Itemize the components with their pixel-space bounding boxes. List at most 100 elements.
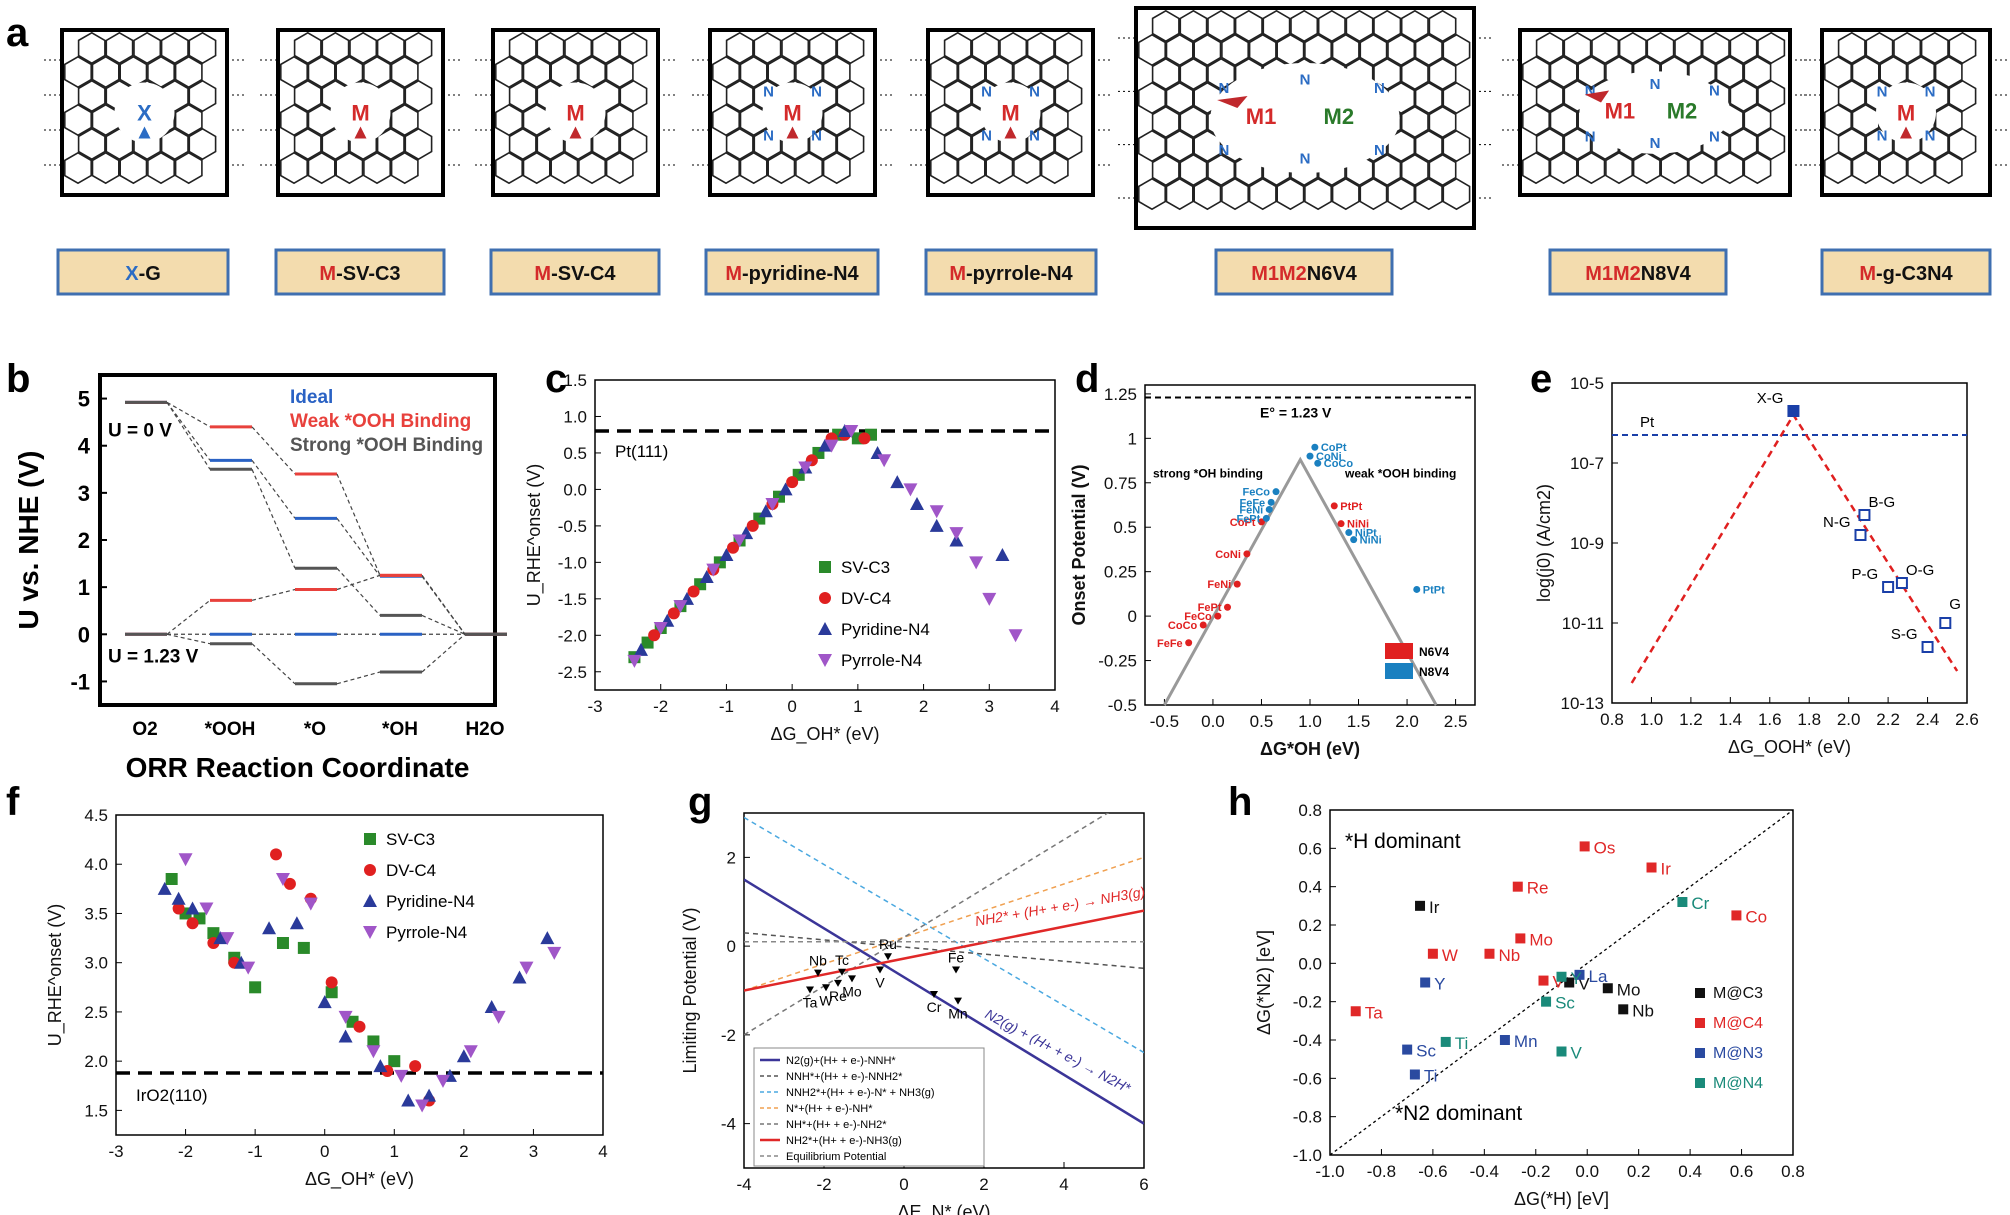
- x-tick-label: 0.5: [1250, 712, 1274, 731]
- data-point: [220, 932, 235, 946]
- metal-site-label: M: [1001, 101, 1019, 126]
- hex-ring: [1400, 153, 1429, 187]
- y-tick-label: 2.5: [84, 1003, 108, 1022]
- annotation: *H dominant: [1345, 830, 1461, 853]
- hex-ring: [1331, 177, 1360, 211]
- nitrogen-label: N: [1585, 129, 1596, 146]
- legend-entry: Ideal: [290, 387, 333, 408]
- data-point: [1199, 621, 1207, 629]
- x-tick-label: 0.8: [1781, 1162, 1805, 1181]
- point-label: Sc: [1416, 1042, 1436, 1061]
- data-point: [1427, 948, 1438, 959]
- hex-ring: [1151, 105, 1180, 139]
- point-label: Mo: [842, 983, 862, 999]
- volcano-line: [1163, 456, 1438, 706]
- data-point: [388, 1055, 401, 1068]
- hex-ring: [1165, 177, 1194, 211]
- hex-ring: [1040, 103, 1069, 137]
- data-point: [353, 1020, 366, 1033]
- label-rest: -pyridine-N4: [742, 263, 860, 285]
- x-axis-label: ΔG*OH (eV): [1260, 739, 1360, 759]
- y-axis-label: U vs. NHE (V): [13, 451, 44, 630]
- hex-ring: [1920, 31, 1949, 65]
- x-tick-label: -0.5: [1150, 712, 1179, 731]
- data-point: [1515, 933, 1526, 944]
- point-label: PtPt: [1423, 584, 1445, 596]
- data-point: [171, 891, 186, 905]
- energy-connector: [336, 473, 381, 576]
- label-text: X-G: [125, 263, 161, 285]
- hex-ring: [77, 127, 106, 161]
- nitrogen-label: N: [811, 84, 822, 101]
- label-box: [489, 248, 661, 296]
- hex-ring: [77, 79, 106, 113]
- hex-ring: [522, 151, 551, 185]
- hex-ring: [1179, 9, 1208, 43]
- panel-d-volcano: -0.5 0.0 0.5 1.0 1.5 2.0 2.5 1.25 1 0.75 0.5 0.25 0 -…: [1069, 384, 1476, 759]
- hex-ring: [293, 31, 322, 65]
- y-tick-label: -4: [721, 1115, 736, 1134]
- x-axis-label: ΔG_OH* (eV): [770, 724, 879, 745]
- data-point: [1677, 897, 1688, 907]
- arrow-icon: [786, 126, 799, 139]
- hex-ring: [1331, 33, 1360, 67]
- y-tick-label: 1.25: [1104, 385, 1137, 404]
- hex-ring: [795, 55, 824, 89]
- data-point: [1330, 502, 1338, 510]
- hex-ring: [999, 31, 1028, 65]
- hex-ring: [174, 151, 203, 185]
- data-point: [262, 921, 277, 935]
- hex-ring: [1563, 31, 1592, 65]
- x-tick-label: 1.2: [1679, 710, 1703, 729]
- structure-cell: X: [44, 28, 245, 197]
- arrow-icon: [354, 126, 367, 139]
- data-point: [848, 975, 856, 983]
- point-label: Ta: [1365, 1003, 1384, 1022]
- hex-ring: [307, 151, 336, 185]
- structure-cell: MN N N N: [1804, 28, 2008, 197]
- point-label: FePt: [1236, 513, 1260, 525]
- energy-connector: [336, 517, 381, 577]
- x-category-label: *OH: [382, 719, 418, 740]
- limiting-line: [744, 856, 1144, 992]
- hex-ring: [739, 151, 768, 185]
- legend-entry: SV-C3: [386, 830, 435, 849]
- legend-marker: [1695, 1048, 1705, 1058]
- x-tick-label: 3: [985, 697, 994, 716]
- hex-ring: [1193, 177, 1222, 211]
- hex-ring: [1207, 9, 1236, 43]
- structure-cell: MN N N N: [910, 28, 1111, 197]
- data-point: [422, 1088, 437, 1102]
- limiting-line: [744, 878, 1144, 1125]
- hex-ring: [321, 31, 350, 65]
- legend-entry: Pyrrole-N4: [386, 923, 467, 942]
- data-point: [283, 877, 296, 890]
- x-tick-label: 2.0: [1395, 712, 1419, 731]
- energy-connector: [166, 401, 211, 428]
- hex-ring: [1179, 57, 1208, 91]
- y-tick-label: -0.5: [558, 517, 587, 536]
- data-point: [289, 916, 304, 930]
- energy-connector: [166, 401, 211, 461]
- hex-ring: [1743, 151, 1772, 185]
- hex-ring: [1040, 151, 1069, 185]
- data-point: [876, 966, 884, 974]
- hex-ring: [1591, 31, 1620, 65]
- hex-ring: [1387, 33, 1416, 67]
- hex-ring: [822, 151, 851, 185]
- data-point: [798, 461, 813, 475]
- hex-ring: [578, 55, 607, 89]
- data-point: [1265, 505, 1273, 513]
- legend-entry: Pyridine-N4: [386, 892, 475, 911]
- point-label: Ti: [1455, 1034, 1469, 1053]
- energy-connector: [421, 614, 466, 635]
- x-tick-label: -0.8: [1367, 1162, 1396, 1181]
- label-box: [704, 248, 880, 296]
- y-tick-label: 4.5: [84, 806, 108, 825]
- legend-marker: [363, 926, 377, 939]
- hex-ring: [971, 31, 1000, 65]
- label-box: [1214, 248, 1394, 296]
- metal-site-label: M: [351, 101, 369, 126]
- structure-label: M-pyrrole-N4: [924, 248, 1098, 296]
